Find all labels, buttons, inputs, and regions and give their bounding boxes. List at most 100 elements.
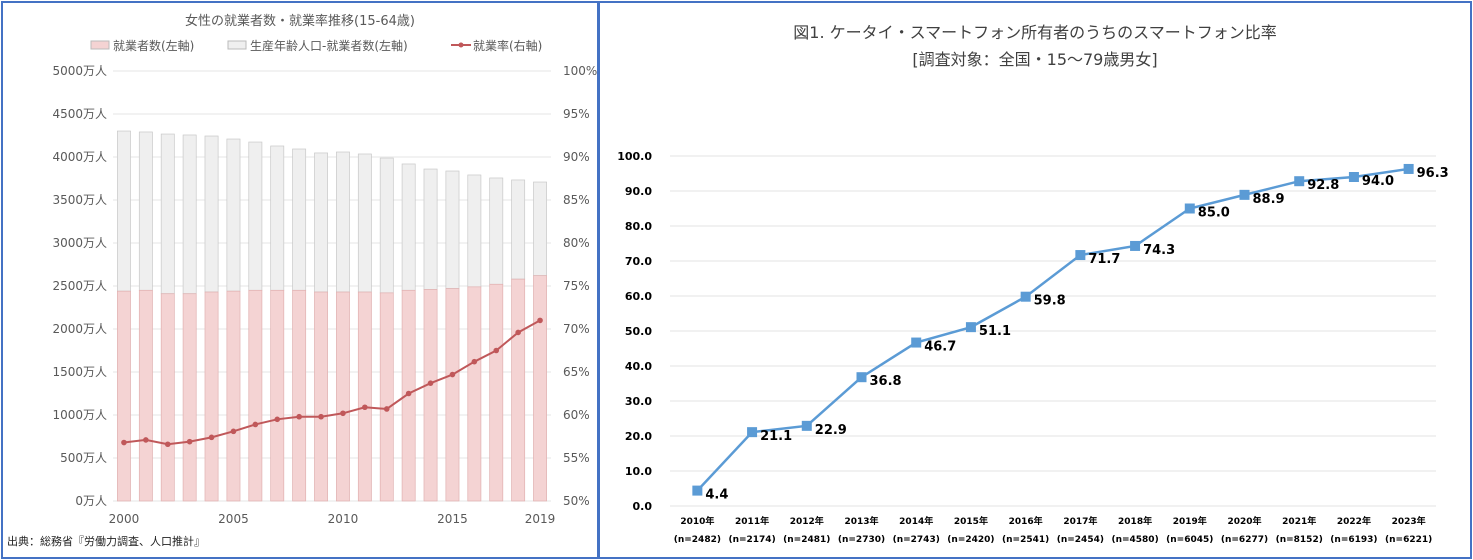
x-tick-sample-size: (n=2541) [1002,535,1049,545]
rate-point [143,437,149,443]
data-point [1130,240,1141,251]
data-label: 92.8 [1307,178,1339,193]
data-label: 71.7 [1088,252,1120,267]
y-right-tick: 100% [563,64,597,78]
y-left-tick: 4500万人 [52,107,107,121]
data-label: 96.3 [1417,166,1449,181]
y-right-tick: 70% [563,322,590,336]
bar-employed [357,291,372,502]
x-tick-sample-size: (n=2174) [728,535,775,545]
rate-point [449,371,456,378]
x-tick: 2021年 [1282,515,1316,527]
x-tick: 2015 [437,512,468,526]
data-point [856,372,867,383]
x-tick-sample-size: (n=6193) [1330,535,1377,545]
data-point [1239,189,1250,200]
y-tick: 100.0 [617,150,652,163]
bar-employed [270,289,285,502]
y-tick: 30.0 [625,395,652,408]
rate-point [274,416,281,423]
data-label: 85.0 [1198,206,1230,221]
y-right-tick: 90% [563,150,590,164]
bar-employed [489,283,504,502]
rate-point [164,441,171,448]
bar-remaining [248,141,263,291]
data-point [911,337,922,348]
x-tick-sample-size: (n=8152) [1276,535,1323,545]
smartphone-chart: 図1. ケータイ・スマートフォン所有者のうちのスマートフォン比率 [調査対象：全国… [617,23,1449,545]
y-tick: 80.0 [625,220,652,233]
y-tick: 40.0 [625,360,652,373]
bar-remaining [533,181,547,277]
bar-remaining [467,174,482,288]
y-tick: 50.0 [625,325,652,338]
bar-employed [533,275,547,502]
bar-remaining [511,179,526,280]
bar-employed [248,289,263,502]
x-tick: 2000 [109,512,140,526]
y-right-tick: 85% [563,193,590,207]
data-label: 4.4 [705,488,728,503]
bar-employed [292,289,307,502]
rate-point [252,421,259,428]
bar-remaining [357,153,372,293]
bar-employed [467,286,482,502]
x-tick-sample-size: (n=2730) [838,535,885,545]
rate-point [383,406,390,412]
x-tick: 2016年 [1009,515,1043,527]
bar-remaining [292,148,307,291]
x-tick: 2017年 [1063,515,1097,527]
rate-point [515,329,521,336]
y-left-tick: 1000万人 [52,408,107,422]
series-line [696,167,1409,492]
rate-point [318,413,324,420]
bar-remaining [138,131,153,291]
smartphone-chart-panel: 図1. ケータイ・スマートフォン所有者のうちのスマートフォン比率 [調査対象：全国… [598,1,1472,559]
rate-point [186,438,193,445]
bar-remaining [401,163,416,291]
x-tick-sample-size: (n=6045) [1166,535,1213,545]
rate-point [537,317,543,324]
bar-employed [204,291,219,502]
data-point [1075,250,1086,261]
bar-remaining [336,151,350,293]
data-point [1294,176,1305,187]
bar-remaining [117,130,131,292]
data-label: 51.1 [979,324,1011,339]
bar-employed [423,289,438,502]
data-point [747,427,758,438]
bar-remaining [204,135,219,293]
y-tick: 20.0 [625,430,652,443]
y-tick: 60.0 [625,290,652,303]
bar-employed [226,290,241,502]
bar-employed [117,290,131,502]
bar-remaining [489,177,504,285]
employment-chart-panel: 女性の就業者数・就業率推移(15-64歳) 就業者数(左軸) 生産年齢人口-就業者数… [1,1,599,559]
x-tick: 2010年 [680,515,714,527]
bar-remaining [226,138,241,292]
rate-point [427,380,434,386]
x-tick: 2022年 [1337,515,1371,527]
x-tick-sample-size: (n=4580) [1111,535,1158,545]
employment-chart: 女性の就業者数・就業率推移(15-64歳) 就業者数(左軸) 生産年齢人口-就業者数… [52,13,597,526]
y-tick: 0.0 [633,500,653,513]
bar-remaining [423,168,438,290]
rate-line [123,319,541,446]
y-right-tick: 50% [563,494,590,508]
data-label: 22.9 [815,423,847,438]
bar-remaining [445,170,460,289]
x-tick: 2019年 [1173,515,1207,527]
x-tick: 2023年 [1392,515,1426,527]
data-label: 74.3 [1143,243,1175,258]
bar-employed [336,291,350,502]
y-left-tick: 1500万人 [52,365,107,379]
data-point [692,485,703,496]
data-label: 46.7 [924,340,956,355]
y-left-tick: 0万人 [75,494,107,508]
data-label: 36.8 [870,374,902,389]
y-left-tick: 3500万人 [52,193,107,207]
x-tick: 2012年 [790,515,824,527]
data-label: 94.0 [1362,174,1394,189]
chart-title: 図1. ケータイ・スマートフォン所有者のうちのスマートフォン比率 [793,23,1276,42]
x-tick: 2018年 [1118,515,1152,527]
